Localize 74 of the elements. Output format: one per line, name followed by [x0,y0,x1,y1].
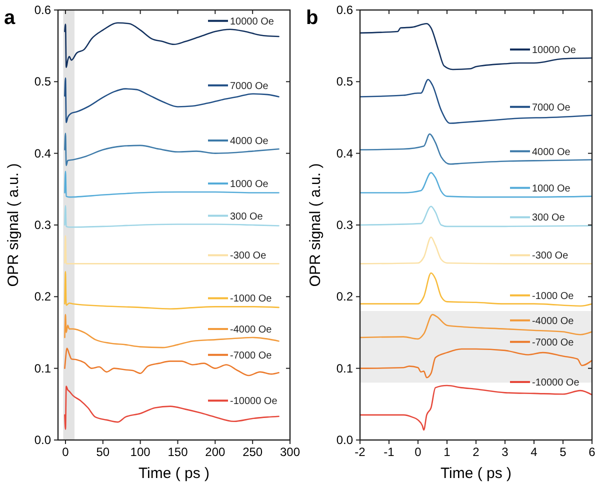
x-tick-label: 250 [242,445,263,459]
y-axis-title: OPR signal ( a.u. ) [307,163,324,287]
x-tick-label: 150 [168,445,188,459]
x-tick-label: 3 [502,445,509,459]
legend-label: -7000 Oe [230,350,272,362]
x-tick-label: 2 [472,445,480,459]
legend-label: 7000 Oe [532,102,571,114]
x-axis-title: Time ( ps ) [138,465,210,482]
legend-label: 4000 Oe [230,136,269,148]
x-tick-label: 200 [205,445,226,459]
line-series [359,172,593,198]
legend-label: 10000 Oe [230,16,274,28]
y-tick-label: 0.2 [336,290,354,304]
x-axis-title: Time ( ps ) [440,465,512,482]
legend-label: -7000 Oe [532,337,574,348]
line-series [359,272,593,307]
chart-title: a [4,7,16,29]
y-axis-title: OPR signal ( a.u. ) [5,163,22,287]
line-series [359,314,593,340]
line-series [359,78,593,124]
line-series [64,205,280,228]
legend-label: 1000 Oe [230,179,269,190]
x-tick-label: 5 [560,445,567,459]
line-series [359,384,593,431]
x-tick-label: 300 [280,445,300,459]
legend-label: -1000 Oe [230,294,272,305]
legend-label: -10000 Oe [532,378,580,389]
legend-label: -1000 Oe [532,290,574,302]
x-tick-label: -1 [384,445,395,459]
x-tick-label: 1 [444,445,451,459]
y-tick-label: 0.5 [336,74,354,89]
y-tick-label: 0.4 [336,146,354,160]
line-series [64,270,280,310]
legend-label: 4000 Oe [532,146,571,158]
y-tick-label: 0.4 [34,146,52,160]
legend-label: 7000 Oe [230,80,269,92]
line-series [64,314,280,348]
line-series [359,236,593,264]
x-tick-label: 50 [96,445,110,459]
y-tick-label: 0.6 [336,3,354,17]
legend-label: 300 Oe [532,212,566,224]
legend-label: -300 Oe [532,250,569,262]
line-series [359,22,593,70]
y-tick-label: 0.3 [34,218,52,232]
legend-label: 300 Oe [230,211,264,222]
line-series [359,206,593,228]
legend-label: 1000 Oe [532,183,571,194]
legend-label: 10000 Oe [532,45,576,56]
x-tick-label: 0 [414,445,422,459]
line-series [64,348,280,376]
x-tick-label: 4 [530,445,538,459]
legend-label: -300 Oe [230,250,267,262]
line-series [64,386,280,430]
y-tick-label: 0.2 [34,290,52,304]
y-tick-label: 0.0 [336,433,354,447]
x-tick-label: 100 [130,445,151,459]
line-series [64,170,280,198]
y-tick-label: 0.0 [34,433,52,447]
x-tick-label: 6 [588,445,596,459]
line-series [64,132,280,166]
chart-title: b [306,7,318,29]
legend-label: -4000 Oe [230,324,272,336]
line-series [359,133,593,165]
x-tick-label: -2 [354,445,366,459]
x-tick-label: 0 [62,445,70,459]
line-series [64,77,280,124]
y-tick-label: 0.6 [34,3,52,17]
line-series [359,348,593,378]
legend-label: -4000 Oe [532,316,574,327]
y-tick-label: 0.1 [336,361,354,376]
y-tick-label: 0.5 [34,74,52,89]
y-tick-label: 0.1 [34,361,52,376]
y-tick-label: 0.3 [336,218,354,232]
legend-label: -10000 Oe [230,396,278,408]
